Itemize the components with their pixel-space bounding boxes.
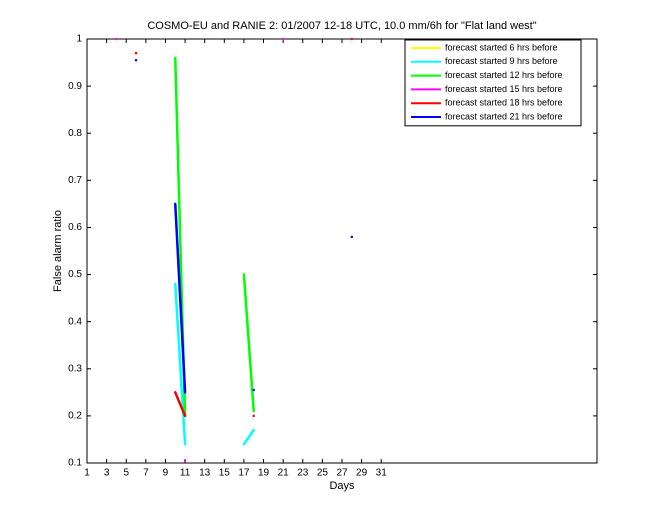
series-line (174, 282, 255, 446)
x-tick-label: 25 (317, 468, 329, 479)
x-tick-label: 27 (336, 468, 348, 479)
x-tick-label: 17 (238, 468, 250, 479)
y-tick-label: 1 (76, 34, 82, 45)
y-axis-label: False alarm ratio (52, 210, 64, 292)
x-tick-label: 7 (143, 468, 149, 479)
x-axis-label: Days (329, 480, 355, 492)
series-line (115, 37, 285, 462)
y-tick-label: 0.7 (68, 175, 82, 186)
series-line (134, 37, 354, 418)
y-tick-label: 0.6 (68, 222, 82, 233)
x-tick-label: 3 (104, 468, 110, 479)
x-tick-label: 11 (180, 468, 191, 479)
x-tick-label: 29 (356, 468, 368, 479)
legend-label: forecast started 18 hrs before (445, 98, 563, 108)
x-tick-label: 9 (163, 468, 169, 479)
y-tick-label: 0.9 (68, 81, 82, 92)
x-tick-label: 1 (84, 468, 90, 479)
x-tick-label: 5 (123, 468, 129, 479)
chart-title: COSMO-EU and RANIE 2: 01/2007 12-18 UTC,… (147, 20, 536, 32)
y-tick-label: 0.5 (68, 269, 82, 280)
x-tick-label: 31 (376, 468, 388, 479)
legend-label: forecast started 6 hrs before (445, 42, 558, 52)
legend-label: forecast started 21 hrs before (445, 111, 563, 121)
y-tick-label: 0.4 (68, 316, 82, 327)
legend-label: forecast started 9 hrs before (445, 56, 558, 66)
legend-label: forecast started 15 hrs before (445, 84, 563, 94)
series-line (134, 58, 354, 394)
legend-label: forecast started 12 hrs before (445, 70, 563, 80)
y-tick-label: 0.8 (68, 128, 82, 139)
x-tick-label: 21 (278, 468, 290, 479)
x-tick-label: 15 (219, 468, 231, 479)
legend-box (404, 39, 582, 127)
y-tick-label: 0.2 (68, 411, 82, 422)
y-tick-label: 0.1 (68, 458, 82, 469)
x-tick-label: 13 (199, 468, 211, 479)
x-tick-label: 23 (297, 468, 309, 479)
y-tick-label: 0.3 (68, 363, 82, 374)
x-tick-label: 19 (258, 468, 270, 479)
